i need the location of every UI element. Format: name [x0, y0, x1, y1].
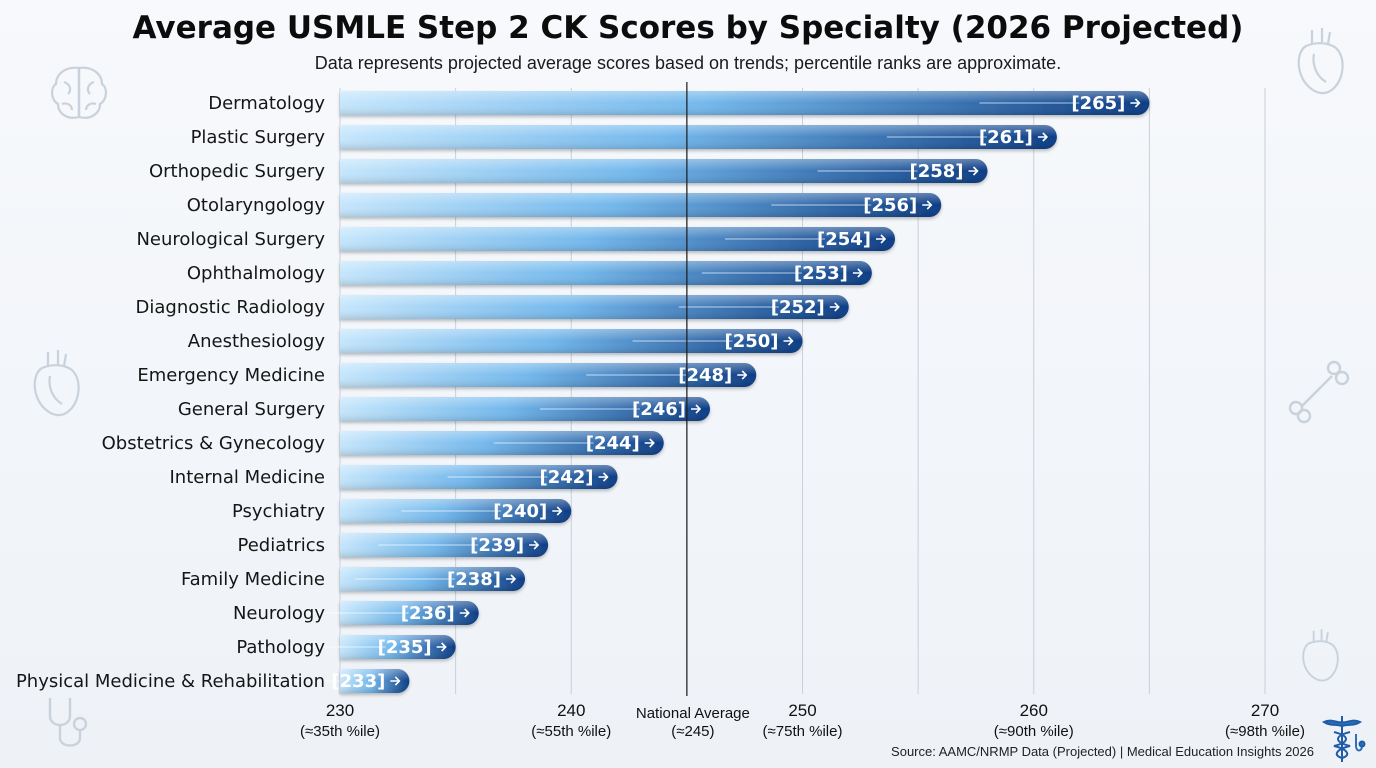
heart-icon	[1297, 28, 1344, 95]
arrow-icon	[506, 574, 517, 584]
value-label: [248]	[678, 365, 732, 386]
arrow-icon	[737, 370, 748, 380]
value-label: [236]	[401, 603, 455, 624]
chart-subtitle: Data represents projected average scores…	[314, 53, 1062, 73]
value-label: [250]	[724, 331, 778, 352]
category-label: Plastic Surgery	[191, 127, 326, 148]
value-label: [246]	[632, 399, 686, 420]
bar-highlight	[340, 261, 872, 285]
category-label: Psychiatry	[232, 501, 325, 522]
chart-title: Average USMLE Step 2 CK Scores by Specia…	[132, 10, 1244, 46]
category-label: General Surgery	[178, 399, 325, 420]
reference-sub-label: (≈245)	[671, 723, 714, 740]
value-label: [252]	[771, 297, 825, 318]
category-label: Neurological Surgery	[136, 229, 325, 250]
source-note: Source: AAMC/NRMP Data (Projected) | Med…	[891, 744, 1314, 759]
arrow-icon	[552, 506, 563, 516]
category-label: Obstetrics & Gynecology	[102, 433, 326, 454]
x-tick-sublabel: (≈35th %ile)	[300, 723, 380, 740]
value-label: [233]	[331, 671, 385, 692]
category-label: Anesthesiology	[188, 331, 326, 352]
category-label: Orthopedic Surgery	[149, 161, 325, 182]
bar-highlight	[340, 193, 942, 217]
bar-highlight	[340, 363, 757, 387]
value-label: [261]	[979, 127, 1033, 148]
arrow-icon	[829, 302, 840, 312]
bar-highlight	[340, 227, 895, 251]
brain-icon	[51, 66, 107, 119]
x-tick-sublabel: (≈75th %ile)	[763, 723, 843, 740]
arrow-icon	[529, 540, 540, 550]
value-label: [256]	[863, 195, 917, 216]
arrow-icon	[876, 234, 887, 244]
reference-label: National Average	[636, 705, 750, 722]
category-label: Neurology	[233, 603, 325, 624]
arrow-icon	[783, 336, 794, 346]
category-label: Otolaryngology	[187, 195, 326, 216]
value-label: [265]	[1071, 93, 1125, 114]
category-label: Family Medicine	[181, 569, 325, 590]
x-tick-label: 270	[1251, 701, 1279, 720]
value-label: [253]	[794, 263, 848, 284]
arrow-icon	[968, 166, 979, 176]
x-tick-sublabel: (≈98th %ile)	[1225, 723, 1305, 740]
category-label: Ophthalmology	[187, 263, 325, 284]
arrow-icon	[852, 268, 864, 278]
arrow-icon	[1037, 132, 1049, 142]
value-label: [235]	[378, 637, 432, 658]
bar-highlight	[340, 601, 479, 625]
bar-highlight	[340, 669, 410, 693]
x-tick-sublabel: (≈90th %ile)	[994, 723, 1074, 740]
arrow-icon	[644, 438, 655, 448]
arrow-icon	[598, 472, 609, 482]
value-label: [254]	[817, 229, 871, 250]
x-tick-label: 240	[557, 701, 585, 720]
value-label: [242]	[539, 467, 593, 488]
caduceus-icon	[1322, 716, 1366, 762]
stethoscope-icon	[48, 698, 88, 747]
category-label: Pathology	[236, 637, 325, 658]
category-label: Diagnostic Radiology	[136, 297, 326, 318]
arrow-icon	[922, 200, 933, 210]
x-tick-sublabel: (≈55th %ile)	[531, 723, 611, 740]
value-label: [244]	[586, 433, 640, 454]
anatomical-heart-icon	[33, 350, 80, 417]
value-label: [238]	[447, 569, 501, 590]
bar-highlight	[340, 635, 456, 659]
category-label: Dermatology	[208, 93, 325, 114]
category-label: Internal Medicine	[169, 467, 325, 488]
category-label: Emergency Medicine	[137, 365, 325, 386]
arrow-icon	[390, 676, 401, 686]
arrow-icon	[1130, 98, 1141, 108]
bar-highlight	[340, 397, 710, 421]
category-label: Pediatrics	[238, 535, 325, 556]
heart-icon	[1302, 629, 1339, 682]
value-label: [258]	[909, 161, 963, 182]
category-label: Physical Medicine & Rehabilitation	[16, 671, 325, 692]
x-tick-label: 250	[788, 701, 816, 720]
bar-highlight	[340, 91, 1150, 115]
x-tick-label: 260	[1020, 701, 1048, 720]
value-label: [240]	[493, 501, 547, 522]
bar-highlight	[340, 295, 849, 319]
arrow-icon	[691, 404, 702, 414]
arrow-icon	[436, 642, 447, 652]
bar-highlight	[340, 125, 1057, 149]
x-tick-label: 230	[326, 701, 354, 720]
arrow-icon	[459, 608, 470, 618]
bone-icon	[1288, 360, 1350, 424]
value-label: [239]	[470, 535, 524, 556]
bar-highlight	[340, 159, 988, 183]
